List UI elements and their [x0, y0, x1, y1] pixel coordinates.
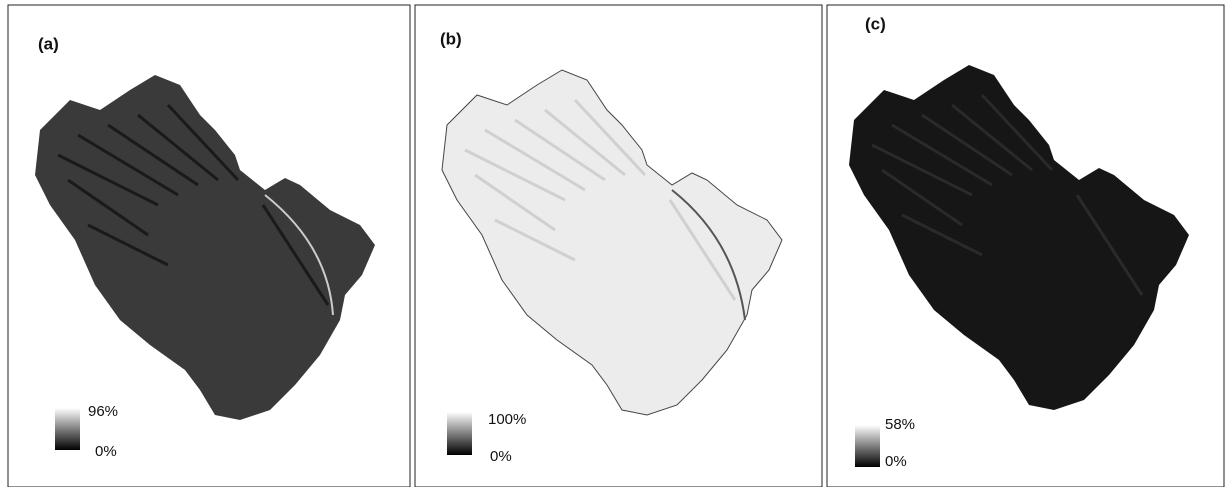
colorbar: [55, 408, 80, 450]
figure: (a) 96% 0% (b) 100% 0% (c) 58% 0%: [0, 0, 1226, 487]
colorbar: [447, 412, 472, 455]
legend-max: 58%: [885, 416, 915, 433]
panel-label: (c): [865, 14, 886, 33]
legend-min: 0%: [490, 448, 512, 465]
legend-max: 96%: [88, 403, 118, 420]
legend-min: 0%: [95, 443, 117, 460]
panel-label: (a): [38, 34, 59, 53]
legend-max: 100%: [488, 411, 526, 428]
map-b: [442, 70, 782, 415]
map-a: [35, 75, 375, 420]
legend-min: 0%: [885, 453, 907, 470]
panel-label: (b): [440, 29, 462, 48]
map-c: [849, 65, 1189, 410]
colorbar: [855, 425, 880, 467]
